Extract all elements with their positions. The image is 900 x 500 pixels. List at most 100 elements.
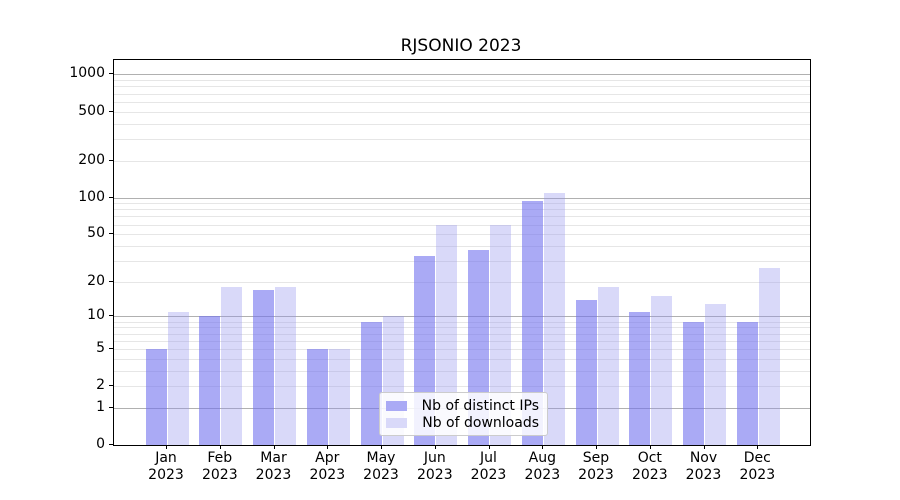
x-tick-mark (649, 445, 651, 449)
bar-distinct-ips (575, 299, 597, 445)
x-tick-label: Mar 2023 (255, 450, 292, 483)
gridline-minor (114, 209, 810, 211)
x-tick-label: Apr 2023 (309, 450, 346, 483)
y-tick-label: 20 (87, 272, 105, 289)
x-tick-mark (381, 445, 382, 449)
y-tick-label: 0 (96, 436, 105, 452)
gridline-minor (114, 224, 810, 226)
bar-distinct-ips (521, 200, 543, 445)
y-tick-mark (109, 196, 113, 198)
x-tick-mark (219, 445, 221, 449)
x-tick-label: Jun 2023 (416, 450, 453, 483)
gridline-minor (114, 216, 810, 218)
gridline-minor (114, 93, 810, 95)
gridline-minor (114, 138, 810, 140)
legend: Nb of distinct IPs Nb of downloads (379, 392, 548, 436)
y-tick-label: 500 (78, 102, 105, 119)
x-tick-label: Feb 2023 (201, 450, 238, 483)
y-tick-mark (109, 347, 113, 349)
y-tick-mark (109, 385, 113, 387)
legend-swatch (386, 400, 407, 411)
gridline-minor (114, 348, 810, 350)
y-tick-mark (109, 233, 113, 235)
y-tick-mark (109, 280, 113, 282)
x-tick-label: Oct 2023 (631, 450, 668, 483)
y-tick-label: 200 (78, 151, 105, 168)
y-tick-label: 100 (78, 188, 105, 205)
gridline-minor (114, 340, 810, 342)
y-tick-label: 2 (96, 377, 105, 394)
bar-distinct-ips (683, 321, 704, 445)
x-tick-mark (596, 445, 597, 449)
bar-distinct-ips (736, 321, 758, 445)
bar-downloads (651, 296, 673, 445)
y-tick-mark (109, 110, 113, 112)
y-tick-mark (109, 73, 113, 75)
bar-downloads (328, 348, 350, 445)
gridline-minor (114, 370, 810, 372)
gridline-minor (114, 203, 810, 205)
bar-distinct-ips (199, 316, 221, 445)
bar-downloads (221, 287, 243, 445)
bar-downloads (490, 224, 511, 445)
y-tick-label: 10 (87, 307, 105, 324)
y-tick-mark (109, 159, 113, 161)
gridline-minor (114, 80, 810, 82)
gridline-minor (114, 386, 810, 388)
bar-distinct-ips (253, 290, 274, 445)
x-tick-label: Jul 2023 (470, 450, 507, 483)
x-tick-mark (327, 445, 329, 449)
x-tick-mark (434, 445, 436, 449)
bar-downloads (758, 268, 780, 445)
x-tick-label: Nov 2023 (685, 450, 722, 483)
bar-downloads (167, 311, 189, 445)
gridline-minor (114, 281, 810, 283)
x-tick-label: Sep 2023 (578, 450, 614, 483)
x-tick-label: Aug 2023 (524, 450, 561, 483)
x-tick-mark (166, 445, 167, 449)
plot-area (113, 59, 811, 446)
gridline-major (114, 197, 810, 199)
gridline-minor (114, 234, 810, 236)
bar-distinct-ips (306, 348, 328, 445)
bar-distinct-ips (629, 311, 651, 445)
x-tick-mark (542, 445, 544, 449)
gridline-minor (114, 86, 810, 88)
gridline-major (114, 74, 810, 76)
bar-downloads (597, 287, 619, 445)
y-tick-label: 1000 (69, 65, 105, 82)
bar-distinct-ips (360, 321, 382, 445)
y-tick-mark (109, 315, 113, 317)
gridline-minor (114, 260, 810, 262)
bar-downloads (705, 303, 726, 445)
gridline-major (114, 316, 810, 318)
x-tick-mark (757, 445, 759, 449)
x-tick-mark (273, 445, 275, 449)
bar-downloads (275, 287, 296, 445)
x-tick-mark (488, 445, 490, 449)
y-tick-mark (109, 444, 113, 445)
x-tick-label: Dec 2023 (739, 450, 776, 483)
gridline-minor (114, 327, 810, 329)
y-tick-label: 50 (87, 225, 105, 242)
legend-swatch (386, 417, 407, 428)
gridline-minor (114, 245, 810, 247)
legend-label: Nb of downloads (422, 414, 539, 431)
x-tick-label: May 2023 (363, 450, 399, 483)
bar-downloads (543, 193, 565, 445)
chart-title: RJSONIO 2023 (400, 36, 522, 56)
y-tick-mark (109, 406, 113, 408)
legend-label: Nb of distinct IPs (421, 397, 539, 414)
bar-distinct-ips (145, 348, 167, 445)
legend-item: Nb of distinct IPs (386, 397, 539, 414)
gridline-minor (114, 160, 810, 162)
gridline-minor (114, 111, 810, 113)
y-tick-label: 1 (96, 398, 105, 415)
gridline-minor (114, 333, 810, 335)
gridline-minor (114, 101, 810, 103)
x-tick-mark (703, 445, 705, 449)
y-tick-label: 5 (96, 339, 105, 356)
gridline-minor (114, 358, 810, 360)
bar-downloads (436, 224, 458, 445)
